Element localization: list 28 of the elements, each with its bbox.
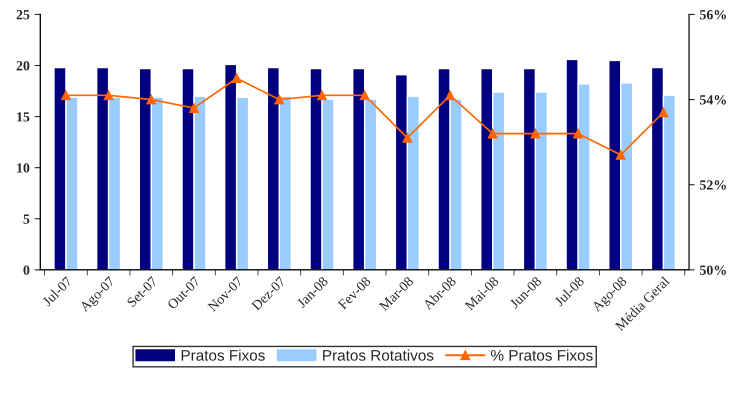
y-tick-label: 5 bbox=[24, 214, 30, 224]
point bbox=[146, 94, 156, 104]
point bbox=[317, 90, 327, 100]
point bbox=[488, 128, 498, 138]
y-tick-label: 10 bbox=[17, 163, 30, 173]
point bbox=[274, 94, 284, 104]
point bbox=[658, 107, 668, 118]
point bbox=[616, 150, 626, 160]
legend-label: Pratos Fixos bbox=[182, 350, 265, 361]
point bbox=[402, 133, 412, 143]
point bbox=[360, 90, 370, 100]
point bbox=[445, 90, 455, 100]
point bbox=[61, 90, 71, 100]
point bbox=[232, 73, 242, 84]
y2-tick-label: 54% bbox=[700, 95, 726, 105]
y2-tick-label: 56% bbox=[700, 10, 726, 20]
legend-label: Pratos Rotativos bbox=[323, 350, 434, 361]
point bbox=[104, 90, 114, 100]
y2-tick-label: 50% bbox=[700, 265, 726, 275]
point bbox=[189, 103, 199, 113]
y-tick-label: 25 bbox=[16, 10, 30, 20]
y2-tick-label: 52% bbox=[700, 180, 726, 190]
y-tick-label: 0 bbox=[23, 265, 30, 275]
point bbox=[573, 128, 583, 138]
legend-label: % Pratos Fixos bbox=[491, 350, 593, 361]
y-tick-label: 20 bbox=[16, 61, 30, 70]
y-tick-label: 15 bbox=[17, 112, 30, 122]
point bbox=[530, 128, 540, 138]
